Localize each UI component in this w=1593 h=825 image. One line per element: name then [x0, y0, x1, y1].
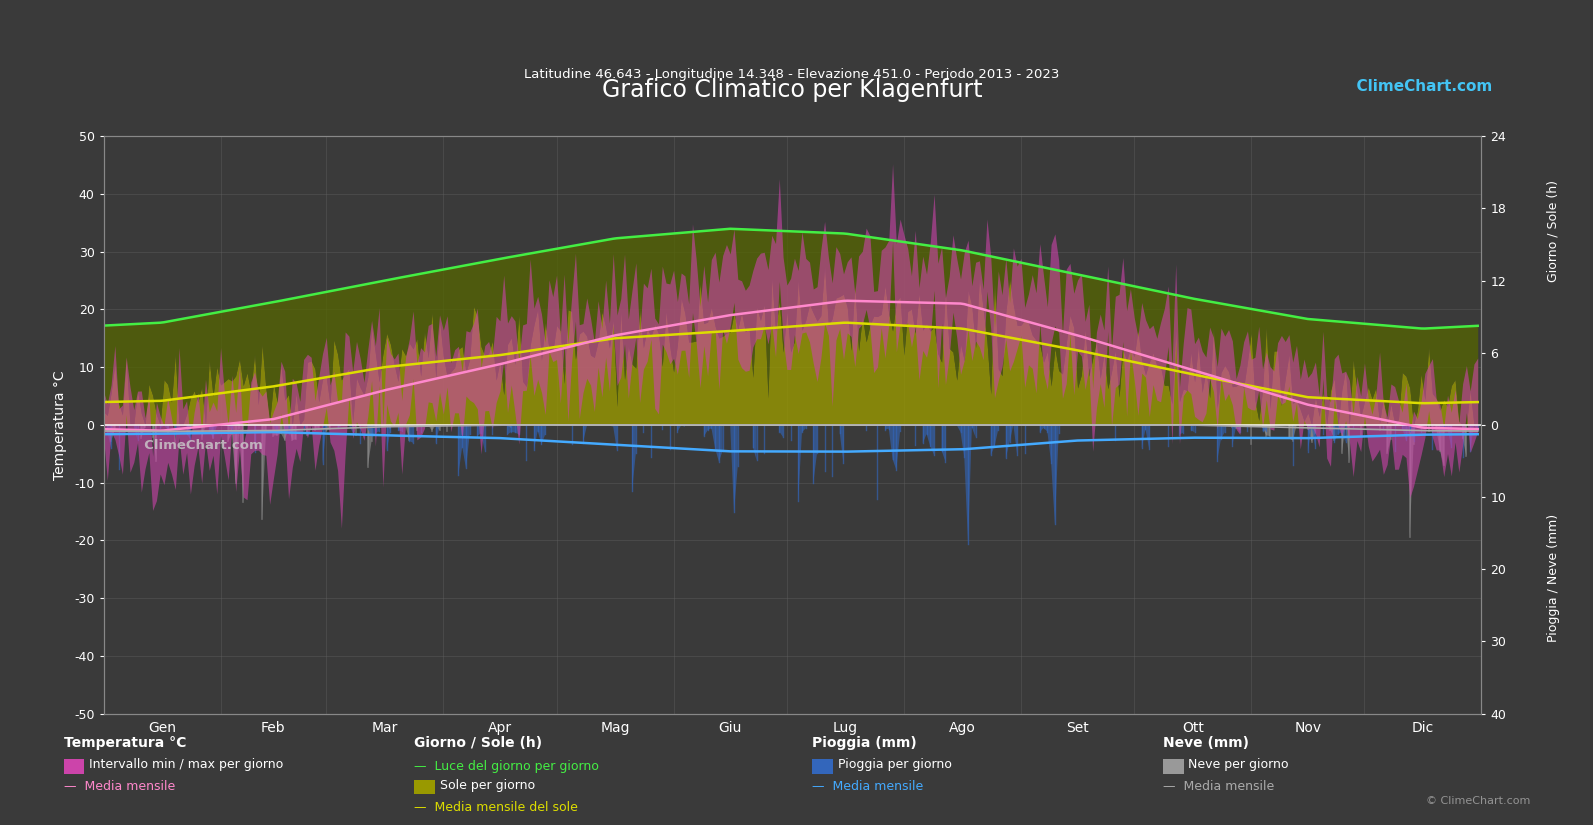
Text: Intervallo min / max per giorno: Intervallo min / max per giorno — [89, 758, 284, 771]
Text: Neve per giorno: Neve per giorno — [1188, 758, 1289, 771]
Text: —  Luce del giorno per giorno: — Luce del giorno per giorno — [414, 760, 599, 773]
Y-axis label: Temperatura °C: Temperatura °C — [53, 370, 67, 479]
Text: © ClimeChart.com: © ClimeChart.com — [1426, 796, 1531, 806]
Text: Latitudine 46.643 - Longitudine 14.348 - Elevazione 451.0 - Periodo 2013 - 2023: Latitudine 46.643 - Longitudine 14.348 -… — [524, 68, 1059, 81]
Text: ClimeChart.com: ClimeChart.com — [1346, 79, 1493, 94]
Text: Pioggia per giorno: Pioggia per giorno — [838, 758, 951, 771]
Text: Pioggia (mm): Pioggia (mm) — [812, 736, 918, 750]
Text: Temperatura °C: Temperatura °C — [64, 736, 186, 750]
Text: Sole per giorno: Sole per giorno — [440, 779, 535, 792]
Text: —  Media mensile: — Media mensile — [64, 780, 175, 794]
Text: —  Media mensile del sole: — Media mensile del sole — [414, 801, 578, 814]
Text: Neve (mm): Neve (mm) — [1163, 736, 1249, 750]
Text: Giorno / Sole (h): Giorno / Sole (h) — [1547, 180, 1560, 282]
Text: —  Media mensile: — Media mensile — [1163, 780, 1274, 794]
Text: ClimeChart.com: ClimeChart.com — [135, 439, 263, 452]
Text: Giorno / Sole (h): Giorno / Sole (h) — [414, 736, 542, 750]
Text: —  Media mensile: — Media mensile — [812, 780, 924, 794]
Text: Pioggia / Neve (mm): Pioggia / Neve (mm) — [1547, 513, 1560, 642]
Title: Grafico Climatico per Klagenfurt: Grafico Climatico per Klagenfurt — [602, 78, 983, 102]
